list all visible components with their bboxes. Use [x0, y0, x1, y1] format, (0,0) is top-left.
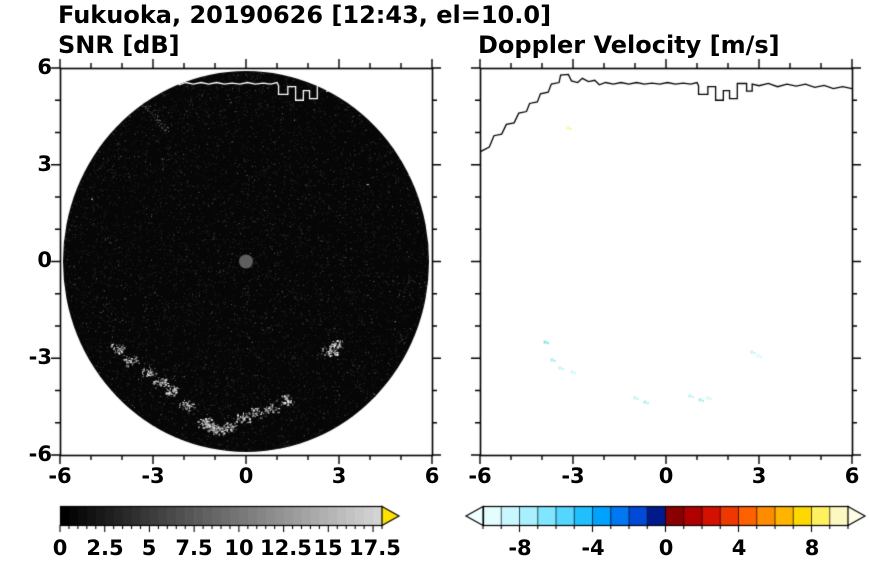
vel-x-tick-label-4: 6 [844, 464, 860, 488]
snr-y-tick-label-3: -3 [28, 345, 52, 369]
snr-y-tick-label-4: -6 [28, 442, 52, 466]
vel-x-tick-label-0: -6 [468, 464, 492, 488]
snr-x-tick-label-2: 0 [238, 464, 254, 488]
snr-x-tick-label-4: 6 [424, 464, 440, 488]
vel-cb-label-1: -4 [581, 536, 605, 560]
snr-cb-label-4: 10 [224, 536, 254, 560]
page-title: Fukuoka, 20190626 [12:43, el=10.0] [58, 1, 552, 29]
snr-x-tick-label-0: -6 [48, 464, 72, 488]
snr-cb-label-6: 15 [313, 536, 343, 560]
snr-y-tick-label-0: 6 [37, 55, 52, 79]
vel-x-tick-label-2: 0 [658, 464, 674, 488]
vel-cb-label-3: 4 [731, 536, 747, 560]
velocity-panel-title: Doppler Velocity [m/s] [478, 31, 780, 59]
snr-cb-label-0: 0 [52, 536, 68, 560]
snr-x-tick-label-3: 3 [331, 464, 347, 488]
vel-x-tick-label-1: -3 [561, 464, 585, 488]
snr-panel-title: SNR [dB] [58, 31, 180, 59]
snr-cb-label-2: 5 [141, 536, 157, 560]
snr-x-tick-label-1: -3 [141, 464, 165, 488]
snr-cb-label-1: 2.5 [86, 536, 124, 560]
vel-cb-label-4: 8 [804, 536, 820, 560]
vel-cb-label-2: 0 [658, 536, 674, 560]
snr-y-tick-label-2: 0 [37, 248, 52, 272]
vel-x-tick-label-3: 3 [751, 464, 767, 488]
snr-cb-label-3: 7.5 [175, 536, 213, 560]
snr-cb-label-7: 17.5 [349, 536, 401, 560]
vel-cb-label-0: -8 [508, 536, 532, 560]
snr-cb-label-5: 12.5 [260, 536, 312, 560]
snr-y-tick-label-1: 3 [37, 152, 52, 176]
